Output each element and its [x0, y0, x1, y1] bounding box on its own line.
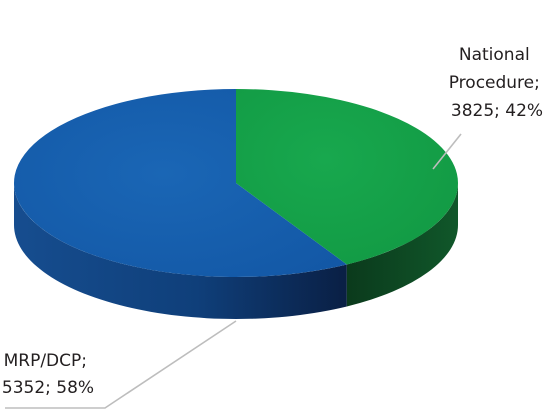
leader-line-national-procedure — [432, 133, 462, 170]
slice-mrp-dcp-side — [14, 183, 347, 320]
slice-national-procedure-side — [346, 183, 458, 307]
slice-mrp-dcp — [14, 89, 347, 277]
leader-line-mrp-dcp — [5, 320, 237, 409]
data-label-mrp-dcp: MRP/DCP; 5352; 58% — [2, 351, 94, 398]
slice-national-procedure — [236, 89, 459, 265]
data-label-national-procedure: National Procedure; 3825; 42% — [449, 45, 546, 121]
